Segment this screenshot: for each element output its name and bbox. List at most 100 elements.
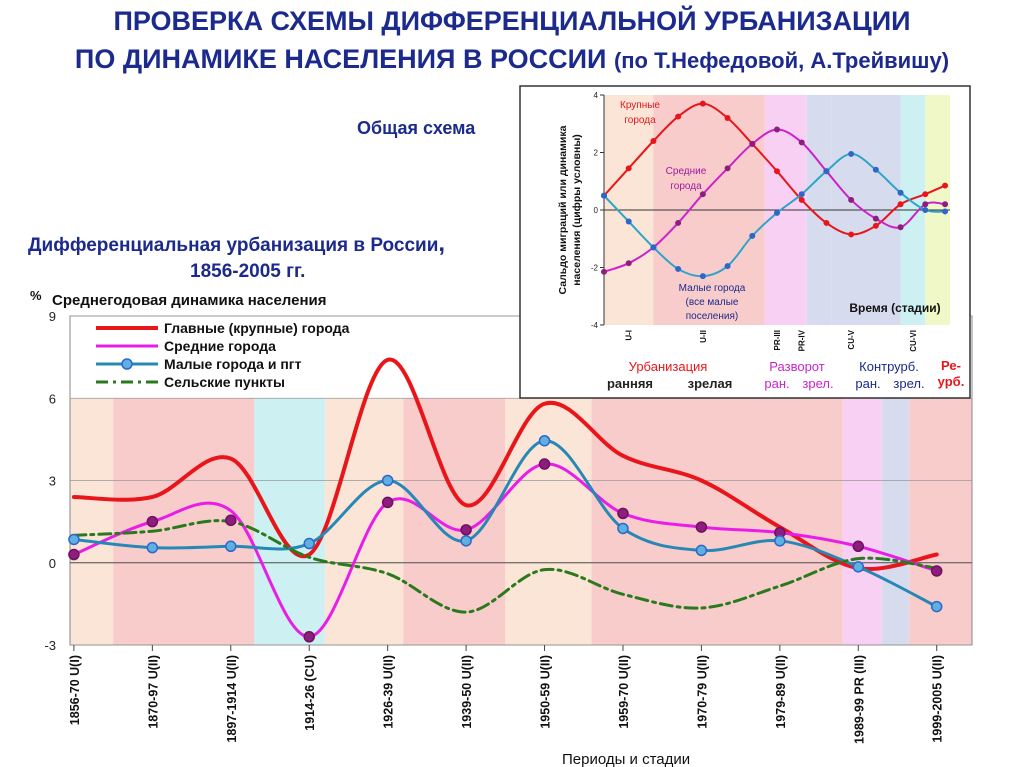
inset-marker (922, 207, 929, 213)
main-marker-5 (460, 524, 472, 536)
inset-ytick-label: 0 (594, 206, 599, 215)
main-band-8 (881, 398, 910, 645)
main-marker-17 (460, 535, 472, 547)
inset-marker (774, 209, 780, 216)
inset-marker (823, 219, 830, 226)
inset-annotation-small-2: (все малые (686, 297, 739, 308)
stage-counter-mature: зрел. (893, 376, 924, 391)
title-line-1: ПРОВЕРКА СХЕМЫ ДИФФЕРЕНЦИАЛЬНОЙ УРБАНИЗА… (113, 6, 911, 36)
inset-marker (650, 244, 657, 251)
main-marker-7 (617, 507, 629, 520)
main-xtick-label: 1914-26 (CU) (303, 655, 317, 731)
inset-annotation-small-3: поселения) (686, 311, 738, 322)
inset-marker (848, 231, 855, 238)
legend-label-1: Средние города (164, 338, 276, 354)
main-band-0 (70, 398, 114, 645)
diff-urbanization-title: Дифференциальная урбанизация в России, (28, 230, 445, 258)
inset-marker (625, 260, 632, 267)
main-marker-6 (538, 458, 551, 470)
inset-marker (922, 201, 929, 208)
inset-marker (798, 191, 805, 198)
main-marker-2 (225, 514, 237, 527)
main-band-2 (254, 398, 325, 645)
main-series-group (68, 357, 943, 643)
inset-ytick-label: -2 (591, 264, 599, 273)
title-line-2: ПО ДИНАМИКЕ НАСЕЛЕНИЯ В РОССИИ (по Т.Неф… (0, 44, 1024, 75)
legend-label-0: Главные (крупные) города (164, 320, 350, 336)
main-marker-19 (617, 522, 629, 535)
legend-label-2: Малые города и пгт (164, 356, 302, 372)
inset-marker (675, 265, 682, 272)
inset-xtick-label: PR-IV (798, 329, 807, 351)
main-ytick-label: 6 (49, 391, 56, 406)
inset-marker (872, 215, 879, 222)
main-xtick-label: 1989-99 PR (III) (852, 655, 866, 744)
main-ytick-label: -3 (44, 638, 56, 653)
main-marker-16 (381, 474, 394, 487)
inset-marker (942, 182, 949, 189)
inset-marker (650, 138, 657, 144)
inset-marker (872, 222, 879, 229)
inset-marker (774, 168, 780, 175)
legend-marker (121, 358, 133, 370)
main-ytick-label: 3 (49, 474, 56, 489)
inset-marker (625, 165, 632, 172)
main-xtick-label: 1897-1914 U(II) (225, 655, 239, 743)
inset-ytick-label: 2 (594, 149, 599, 158)
inset-marker (601, 192, 607, 199)
main-marker-18 (538, 434, 551, 447)
main-marker-8 (695, 521, 708, 533)
main-marker-0 (68, 548, 80, 561)
inset-marker (942, 208, 949, 215)
main-band-4 (403, 398, 506, 645)
main-marker-4 (381, 496, 394, 509)
main-legend: Главные (крупные) города Средние города Ма… (96, 320, 350, 390)
inset-xtick-label: U-I (625, 330, 634, 341)
main-ytick-label: 0 (49, 556, 56, 571)
stage-reversal-mature: зрел. (802, 376, 833, 391)
inset-marker (897, 189, 904, 196)
general-scheme-label: Общая схема (357, 118, 476, 138)
inset-marker (798, 139, 805, 146)
main-marker-20 (695, 544, 708, 557)
inset-marker (675, 113, 682, 120)
inset-marker (848, 196, 855, 203)
inset-ytick-label: 4 (594, 91, 599, 100)
stage-re-2: урб. (938, 374, 965, 389)
main-marker-22 (852, 561, 865, 573)
inset-marker (699, 191, 706, 198)
stage-reversal-early: ран. (764, 376, 789, 391)
inset-ylabel-2: населения (цифры условны) (571, 134, 583, 286)
inset-xtick-label: CU-VI (909, 330, 918, 352)
main-xlabel: Периоды и стадии (562, 751, 690, 767)
stage-urbanization: Урбанизация (629, 359, 708, 374)
stage-counter: Контрурб. (859, 359, 919, 374)
main-xtick-label: 1979-89 U(II) (774, 655, 788, 729)
inset-marker (922, 191, 929, 198)
stage-urban-early: ранняя (607, 376, 653, 391)
inset-ytick-label: -4 (591, 321, 599, 330)
main-marker-3 (303, 631, 315, 643)
diff-title-text: Дифференциальная урбанизация в России (28, 235, 439, 256)
main-ytick-label: 9 (49, 309, 56, 324)
inset-marker (749, 140, 756, 147)
inset-xtick-label: PR-III (773, 330, 782, 350)
stage-re-1: Ре- (941, 358, 961, 373)
main-xtick-label: 1950-59 U(II) (539, 655, 553, 729)
inset-xtick-label: CU-V (847, 329, 856, 349)
main-ylabel: % (30, 288, 42, 303)
main-marker-14 (225, 540, 237, 553)
main-xtick-label: 1870-97 U(II) (146, 655, 160, 729)
main-marker-15 (303, 537, 315, 550)
inset-xtick-label: U-II (699, 330, 708, 343)
main-marker-23 (930, 600, 943, 613)
main-xtick-label: 1959-70 U(II) (617, 655, 631, 729)
title-authors: (по Т.Нефедовой, А.Трейвишу) (613, 48, 950, 73)
main-marker-10 (852, 540, 865, 553)
title-main: ПО ДИНАМИКЕ НАСЕЛЕНИЯ В РОССИИ (74, 44, 607, 74)
main-marker-11 (930, 565, 943, 577)
inset-marker (749, 232, 756, 239)
inset-marker (724, 115, 731, 121)
inset-marker (699, 273, 706, 280)
